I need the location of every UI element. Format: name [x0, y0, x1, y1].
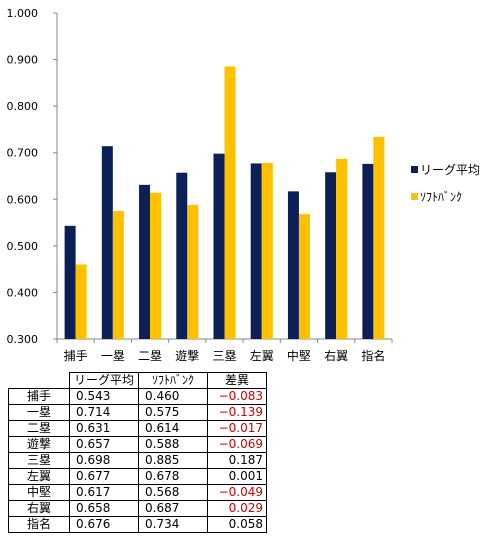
table-row: 中堅 0.617 0.568 −0.049 — [8, 484, 267, 501]
bar-softbank — [373, 136, 385, 339]
softbank-value: 0.614 — [138, 420, 208, 437]
y-tick-label: 0.500 — [7, 240, 39, 253]
league-value: 0.698 — [69, 452, 139, 469]
league-value: 0.676 — [69, 516, 139, 533]
row-label: 三塁 — [8, 452, 70, 469]
row-label: 一塁 — [8, 404, 70, 421]
row-label: 左翼 — [8, 468, 70, 485]
header-league-average: リーグ平均 — [69, 372, 139, 389]
legend-swatch — [411, 166, 418, 173]
table-row: 三塁 0.698 0.885 0.187 — [8, 452, 267, 469]
bar-softbank — [187, 204, 199, 339]
softbank-value: 0.588 — [138, 436, 208, 453]
y-tick-label: 0.400 — [7, 286, 39, 299]
bar-league-average — [287, 191, 299, 339]
row-label: 指名 — [8, 516, 70, 533]
row-label: 中堅 — [8, 484, 70, 501]
y-tick-label: 0.900 — [7, 54, 39, 67]
table-row: 指名 0.676 0.734 0.058 — [8, 516, 267, 533]
bar-softbank — [112, 210, 124, 339]
league-value: 0.631 — [69, 420, 139, 437]
header-softbank: ｿﾌﾄﾊﾞﾝｸ — [138, 372, 208, 389]
table-row: 遊撃 0.657 0.588 −0.069 — [8, 436, 267, 453]
row-label: 二塁 — [8, 420, 70, 437]
bar-league-average — [213, 153, 225, 339]
legend-label: ｿﾌﾄﾊﾞﾝｸ — [420, 190, 462, 204]
table-corner — [8, 372, 70, 389]
bar-softbank — [150, 192, 162, 339]
y-tick-label: 0.300 — [7, 333, 39, 346]
legend-label: リーグ平均 — [420, 163, 480, 177]
x-tick-label: 遊撃 — [175, 348, 199, 363]
comparison-table: リーグ平均 ｿﾌﾄﾊﾞﾝｸ 差異 捕手 0.543 0.460 −0.083 一塁 0.7… — [8, 372, 267, 533]
diff-value: 0.187 — [207, 452, 267, 469]
diff-value: 0.001 — [207, 468, 267, 485]
softbank-value: 0.575 — [138, 404, 208, 421]
bar-league-average — [250, 163, 262, 339]
x-tick-label: 指名 — [361, 348, 385, 363]
row-label: 捕手 — [8, 388, 70, 405]
bar-softbank — [298, 214, 310, 339]
y-tick-label: 1.000 — [7, 7, 39, 20]
softbank-value: 0.678 — [138, 468, 208, 485]
bar-league-average — [362, 163, 374, 339]
league-value: 0.657 — [69, 436, 139, 453]
bar-league-average — [176, 172, 188, 339]
bar-league-average — [64, 225, 76, 339]
row-label: 右翼 — [8, 500, 70, 517]
x-tick-label: 右翼 — [324, 348, 348, 363]
bar-softbank — [224, 66, 236, 340]
table-row: 右翼 0.658 0.687 0.029 — [8, 500, 267, 517]
bar-chart: 0.300 0.400 0.500 0.600 0.700 0.800 0.900 1.000… — [7, 7, 481, 363]
diff-value: −0.083 — [207, 388, 267, 405]
y-tick-label: 0.800 — [7, 100, 39, 113]
table-row: 捕手 0.543 0.460 −0.083 — [8, 388, 267, 405]
league-value: 0.617 — [69, 484, 139, 501]
league-value: 0.677 — [69, 468, 139, 485]
diff-value: −0.049 — [207, 484, 267, 501]
y-tick-label: 0.600 — [7, 193, 39, 206]
league-value: 0.714 — [69, 404, 139, 421]
x-tick-label: 捕手 — [64, 348, 88, 363]
softbank-value: 0.460 — [138, 388, 208, 405]
softbank-value: 0.885 — [138, 452, 208, 469]
x-tick-label: 左翼 — [250, 348, 274, 363]
bar-league-average — [139, 184, 151, 339]
table-row: 一塁 0.714 0.575 −0.139 — [8, 404, 267, 421]
diff-value: 0.029 — [207, 500, 267, 517]
x-tick-label: 二塁 — [138, 349, 162, 363]
bars — [64, 66, 385, 340]
bar-softbank — [261, 162, 273, 339]
x-tick-label: 一塁 — [101, 349, 125, 363]
table-row: 左翼 0.677 0.678 0.001 — [8, 468, 267, 485]
table-row: 二塁 0.631 0.614 −0.017 — [8, 420, 267, 437]
x-tick-label: 三塁 — [212, 349, 236, 363]
x-tick-label: 中堅 — [287, 348, 311, 363]
league-value: 0.543 — [69, 388, 139, 405]
legend: リーグ平均 ｿﾌﾄﾊﾞﾝｸ — [411, 163, 480, 204]
bar-league-average — [325, 172, 337, 339]
y-axis: 0.300 0.400 0.500 0.600 0.700 0.800 0.900 1.000 — [7, 7, 58, 346]
header-difference: 差異 — [207, 372, 267, 389]
row-label: 遊撃 — [8, 436, 70, 453]
bar-league-average — [101, 146, 113, 339]
table-header-row: リーグ平均 ｿﾌﾄﾊﾞﾝｸ 差異 — [8, 372, 267, 389]
bar-softbank — [75, 264, 87, 339]
diff-value: −0.139 — [207, 404, 267, 421]
diff-value: −0.017 — [207, 420, 267, 437]
y-tick-label: 0.700 — [7, 147, 39, 160]
league-value: 0.658 — [69, 500, 139, 517]
x-axis: 捕手 一塁 二塁 遊撃 三塁 左翼 中堅 右翼 指名 — [56, 338, 393, 363]
diff-value: −0.069 — [207, 436, 267, 453]
softbank-value: 0.568 — [138, 484, 208, 501]
diff-value: 0.058 — [207, 516, 267, 533]
legend-swatch — [411, 193, 418, 200]
bar-softbank — [336, 158, 348, 339]
softbank-value: 0.687 — [138, 500, 208, 517]
softbank-value: 0.734 — [138, 516, 208, 533]
